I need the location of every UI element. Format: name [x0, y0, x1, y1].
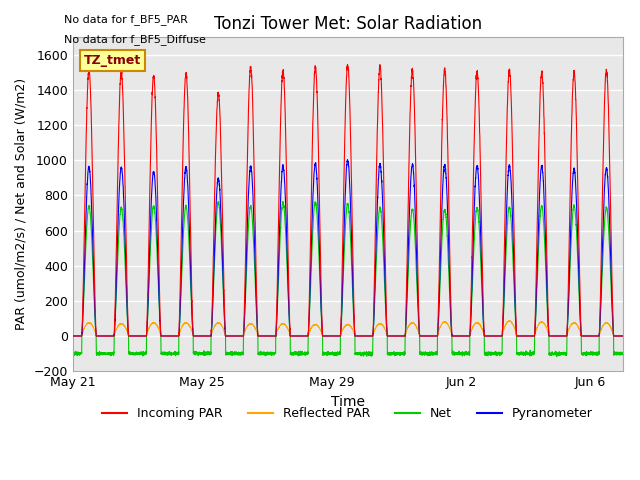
Legend: Incoming PAR, Reflected PAR, Net, Pyranometer: Incoming PAR, Reflected PAR, Net, Pyrano…: [97, 402, 598, 425]
Line: Pyranometer: Pyranometer: [73, 160, 623, 336]
Reflected PAR: [619, 333, 627, 339]
Incoming PAR: [157, 323, 164, 329]
Incoming PAR: [119, 92, 127, 97]
Pyranometer: [157, 327, 164, 333]
Incoming PAR: [462, 333, 470, 339]
Text: No data for f_BF5_Diffuse: No data for f_BF5_Diffuse: [64, 34, 206, 45]
Pyranometer: [407, 178, 415, 184]
Incoming PAR: [619, 333, 627, 339]
Net: [553, 354, 561, 360]
Pyranometer: [462, 333, 470, 339]
Reflected PAR: [184, 321, 191, 326]
Net: [157, 329, 164, 335]
Reflected PAR: [461, 333, 469, 339]
Net: [184, 212, 191, 217]
Incoming PAR: [184, 87, 191, 93]
Reflected PAR: [505, 318, 513, 324]
Net: [407, 218, 415, 224]
Net: [462, 350, 470, 356]
Pyranometer: [619, 333, 627, 339]
Pyranometer: [69, 333, 77, 339]
Line: Net: Net: [73, 202, 623, 357]
Incoming PAR: [401, 333, 408, 339]
Pyranometer: [184, 175, 191, 180]
Y-axis label: PAR (umol/m2/s) / Net and Solar (W/m2): PAR (umol/m2/s) / Net and Solar (W/m2): [15, 78, 28, 330]
Pyranometer: [119, 180, 127, 186]
X-axis label: Time: Time: [331, 395, 365, 408]
Text: TZ_tmet: TZ_tmet: [84, 54, 141, 67]
Pyranometer: [401, 333, 408, 339]
Reflected PAR: [69, 333, 77, 339]
Net: [214, 199, 222, 204]
Incoming PAR: [69, 333, 77, 339]
Incoming PAR: [344, 61, 351, 67]
Net: [69, 350, 77, 356]
Line: Incoming PAR: Incoming PAR: [73, 64, 623, 336]
Net: [401, 351, 408, 357]
Net: [119, 217, 127, 223]
Incoming PAR: [407, 93, 415, 98]
Text: No data for f_BF5_PAR: No data for f_BF5_PAR: [64, 14, 188, 25]
Reflected PAR: [157, 331, 164, 336]
Reflected PAR: [406, 321, 414, 326]
Net: [619, 350, 627, 356]
Reflected PAR: [401, 333, 408, 339]
Reflected PAR: [119, 322, 127, 327]
Title: Tonzi Tower Met: Solar Radiation: Tonzi Tower Met: Solar Radiation: [214, 15, 482, 33]
Pyranometer: [344, 157, 351, 163]
Line: Reflected PAR: Reflected PAR: [73, 321, 623, 336]
